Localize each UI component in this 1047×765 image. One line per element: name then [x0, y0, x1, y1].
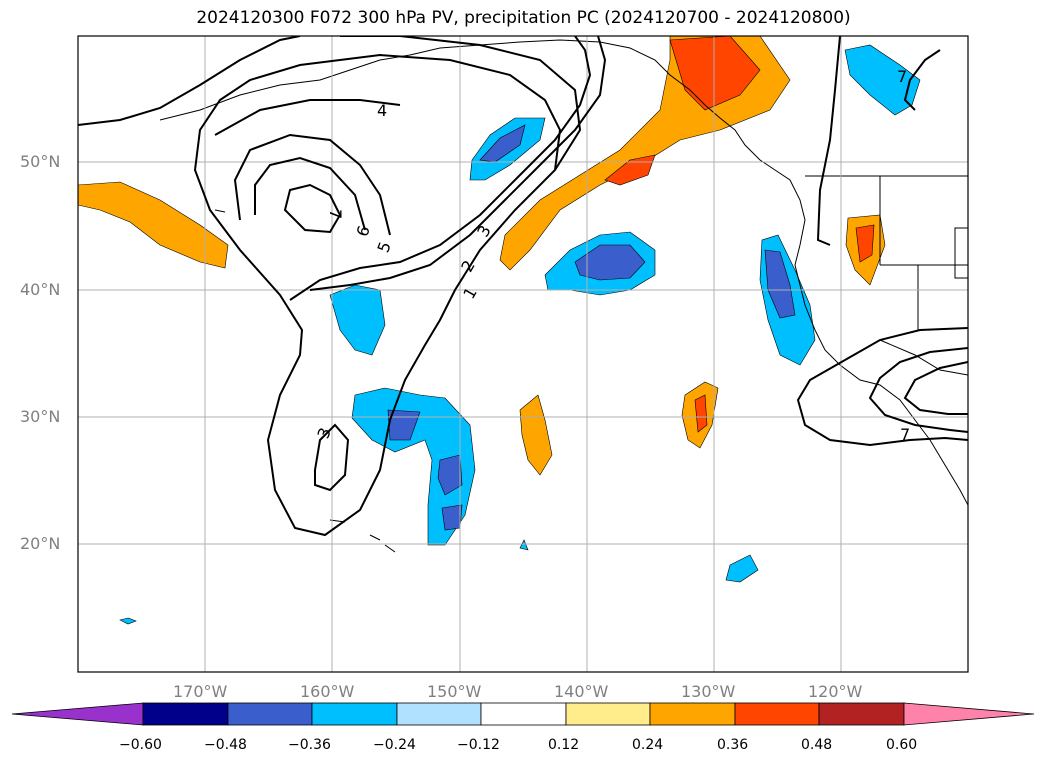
longitude-label: 130°W	[681, 682, 736, 701]
colorbar-tick-label: −0.48	[204, 737, 247, 753]
precip-negative-central-core	[574, 244, 646, 281]
precipitation-shading	[78, 36, 921, 625]
longitude-label: 160°W	[300, 682, 355, 701]
precip-negative-30n	[351, 387, 476, 546]
border-mexico	[879, 339, 968, 376]
map-area: 4 7 6 5 3 2 1 3 7 7	[78, 36, 968, 672]
coastline-islands	[214, 209, 396, 553]
precip-positive-30n-west	[519, 394, 553, 476]
pv-contour-5	[233, 133, 391, 236]
latitude-label: 30°N	[20, 407, 61, 426]
precip-negative-30n-core2	[437, 454, 463, 496]
precip-positive-coast-core	[669, 36, 761, 111]
longitude-label: 150°W	[427, 682, 482, 701]
precip-negative-speck	[119, 617, 137, 625]
pv-contour-1-outer	[78, 36, 582, 537]
colorbar-swatch	[142, 702, 229, 726]
precip-negative-speck2	[519, 539, 529, 551]
pv-contour-7	[283, 183, 342, 234]
pv-contour-3-south	[314, 423, 350, 492]
colorbar-swatch	[396, 702, 482, 726]
coastlines	[159, 39, 968, 553]
gridlines	[78, 36, 968, 672]
latitude-label: 50°N	[20, 152, 61, 171]
precip-negative-40n	[329, 284, 386, 356]
pv-contour-ne2	[903, 49, 941, 111]
colorbar-tick-label: −0.24	[373, 737, 416, 753]
pv-contour-6	[254, 156, 366, 231]
map-frame	[77, 35, 969, 673]
colorbar-swatch	[565, 702, 651, 726]
pv-contour-east-2	[868, 347, 968, 433]
precip-negative-south	[725, 554, 759, 583]
pv-contours	[78, 36, 968, 537]
colorbar-tick-label: 0.12	[548, 737, 580, 753]
precip-positive-west-band	[78, 181, 229, 269]
pv-contour-east-3	[903, 361, 968, 415]
contour-label: 5	[373, 239, 394, 255]
longitude-label: 170°W	[173, 682, 228, 701]
coastline-alaska	[159, 39, 806, 246]
longitude-label: 140°W	[554, 682, 609, 701]
precip-positive-oregon-core	[855, 224, 875, 263]
colorbar-swatch	[818, 702, 905, 726]
colorbar-tick-label: −0.36	[288, 737, 331, 753]
latitude-label: 40°N	[20, 280, 61, 299]
pv-contour-4	[214, 99, 401, 136]
colorbar-tick-label: 0.24	[632, 737, 664, 753]
pv-contour-2	[289, 36, 592, 301]
colorbar-swatch	[227, 702, 313, 726]
colorbar-tick-label: −0.12	[457, 737, 500, 753]
contour-label: 4	[377, 101, 387, 120]
border-states	[879, 176, 968, 330]
colorbar-extend-min	[11, 702, 144, 726]
colorbar-tick-label: 0.60	[886, 737, 918, 753]
pv-contour-3	[309, 36, 607, 291]
contour-label: 1	[459, 284, 481, 302]
coastline-west-coast	[794, 244, 968, 506]
precip-negative-nw	[844, 44, 921, 116]
colorbar-extend-max	[903, 702, 1035, 726]
colorbar-swatch	[480, 702, 567, 726]
colorbar-tick-label: 0.48	[801, 737, 833, 753]
pv-contour-east-1	[796, 327, 968, 447]
colorbar-swatch	[311, 702, 398, 726]
contour-label: 7	[326, 209, 345, 219]
colorbar-tick-label: 0.36	[717, 737, 749, 753]
contour-label: 7	[897, 67, 907, 86]
latitude-label: 20°N	[20, 534, 61, 553]
longitude-label: 120°W	[808, 682, 863, 701]
precip-negative-30n-core3	[441, 504, 463, 531]
colorbar-tick-label: −0.60	[119, 737, 162, 753]
pv-contour-ne	[816, 36, 841, 246]
colorbar-swatch	[734, 702, 820, 726]
contour-label: 7	[900, 425, 910, 444]
colorbar	[11, 702, 1035, 726]
precip-positive-30n-east-core	[694, 394, 708, 433]
colorbar-swatch	[649, 702, 736, 726]
map-title: 2024120300 F072 300 hPa PV, precipitatio…	[196, 8, 851, 28]
